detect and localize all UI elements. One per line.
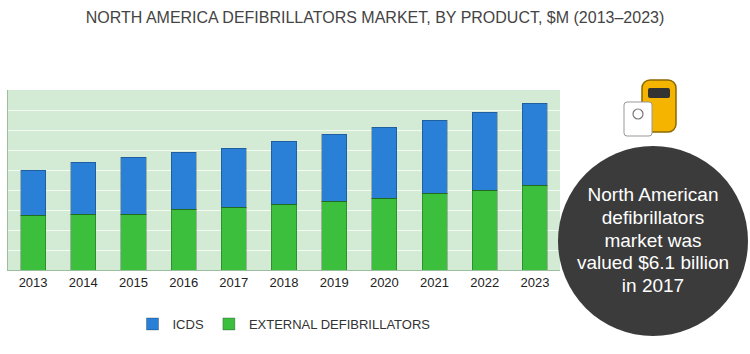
svg-text:2021: 2021 [420,275,449,290]
svg-text:2019: 2019 [320,275,349,290]
html-text:North American defibrillators: North American defibrillators market was… [576,184,730,297]
svg-text:2018: 2018 [270,275,299,290]
svg-text:2013: 2013 [19,275,48,290]
svg-text:2014: 2014 [69,275,98,290]
svg-text:2015: 2015 [119,275,148,290]
svg-text:ICDS: ICDS [173,317,204,332]
svg-text:EXTERNAL DEFIBRILLATORS: EXTERNAL DEFIBRILLATORS [249,317,430,332]
svg-text:NORTH AMERICA DEFIBRILLATORS M: NORTH AMERICA DEFIBRILLATORS MARKET, BY … [86,9,665,26]
svg-text:2023: 2023 [520,275,549,290]
svg-text:2017: 2017 [219,275,248,290]
svg-text:2020: 2020 [370,275,399,290]
svg-text:2022: 2022 [470,275,499,290]
svg-text:2016: 2016 [169,275,198,290]
